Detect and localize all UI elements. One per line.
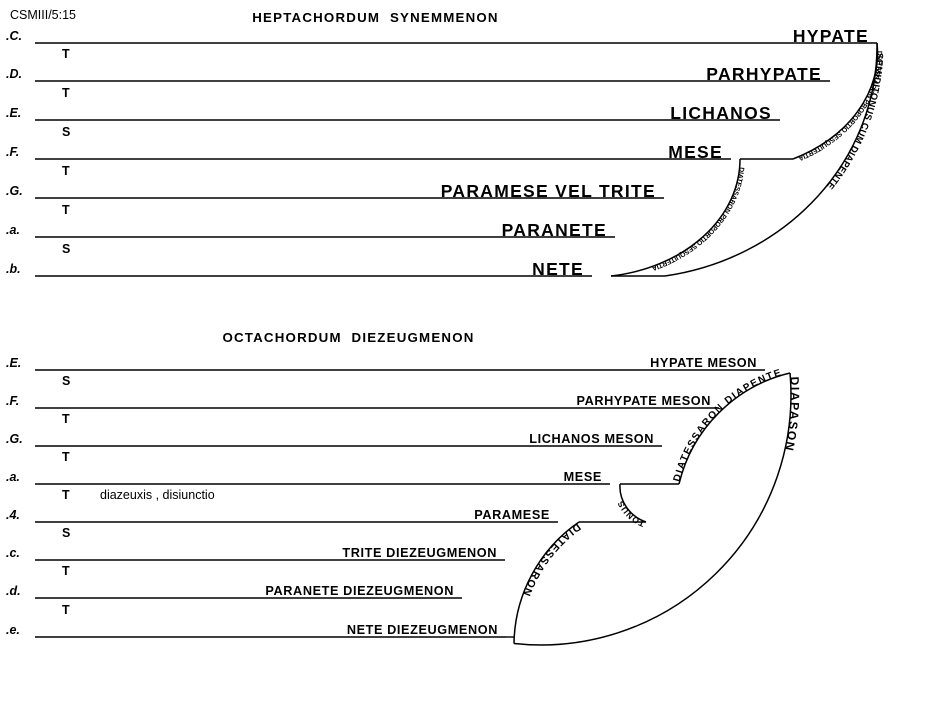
svg-text:DIAPASON: DIAPASON (782, 376, 802, 453)
svg-text:DIATESSARON PROPORTIO SESQUITE: DIATESSARON PROPORTIO SESQUITERTIA (651, 167, 745, 272)
svg-text:DIATESSARON DIAPENTE: DIATESSARON DIAPENTE (672, 367, 784, 483)
svg-text:TONUS: TONUS (615, 499, 646, 529)
svg-text:DIATESSARON: DIATESSARON (520, 521, 583, 599)
